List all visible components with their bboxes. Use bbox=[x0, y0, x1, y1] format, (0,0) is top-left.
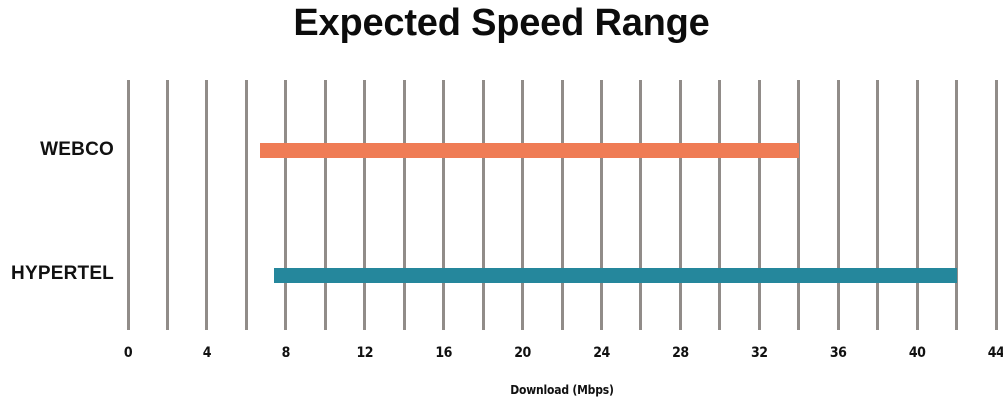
range-bar-hypertel bbox=[273, 268, 957, 283]
gridline bbox=[797, 80, 801, 330]
x-tick-label: 44 bbox=[987, 345, 1003, 361]
gridline bbox=[205, 80, 209, 330]
x-tick-label: 12 bbox=[356, 345, 373, 361]
gridline bbox=[639, 80, 643, 330]
x-tick-label: 24 bbox=[593, 345, 610, 361]
x-axis-title: Download (Mbps) bbox=[510, 383, 614, 397]
range-bar-webco bbox=[260, 143, 799, 158]
category-label-webco: WEBCO bbox=[40, 139, 114, 160]
x-tick-label: 28 bbox=[672, 345, 689, 361]
x-tick-label: 36 bbox=[829, 345, 847, 361]
gridline bbox=[244, 80, 248, 330]
gridline bbox=[284, 80, 288, 330]
gridline bbox=[718, 80, 722, 330]
x-tick-label: 16 bbox=[435, 345, 452, 361]
gridline bbox=[521, 80, 525, 330]
gridline bbox=[442, 80, 446, 330]
gridline bbox=[757, 80, 761, 330]
gridline bbox=[363, 80, 367, 330]
gridline bbox=[560, 80, 564, 330]
gridline bbox=[915, 80, 919, 330]
gridline bbox=[994, 80, 998, 330]
x-tick-label: 32 bbox=[751, 345, 768, 361]
gridline bbox=[323, 80, 327, 330]
gridline bbox=[402, 80, 406, 330]
x-tick-label: 40 bbox=[908, 345, 926, 361]
x-tick-label: 0 bbox=[123, 345, 133, 361]
gridline bbox=[481, 80, 485, 330]
chart-title: Expected Speed Range bbox=[293, 2, 710, 44]
gridline bbox=[599, 80, 603, 330]
gridline bbox=[876, 80, 880, 330]
gridline bbox=[955, 80, 959, 330]
gridline bbox=[126, 80, 130, 330]
gridline bbox=[678, 80, 682, 330]
category-label-hypertel: HYPERTEL bbox=[11, 263, 114, 284]
plot-area bbox=[126, 80, 998, 330]
x-tick-label: 4 bbox=[202, 345, 212, 361]
gridline bbox=[836, 80, 840, 330]
x-tick-label: 8 bbox=[281, 345, 291, 361]
x-tick-label: 20 bbox=[514, 345, 531, 361]
gridline bbox=[165, 80, 169, 330]
